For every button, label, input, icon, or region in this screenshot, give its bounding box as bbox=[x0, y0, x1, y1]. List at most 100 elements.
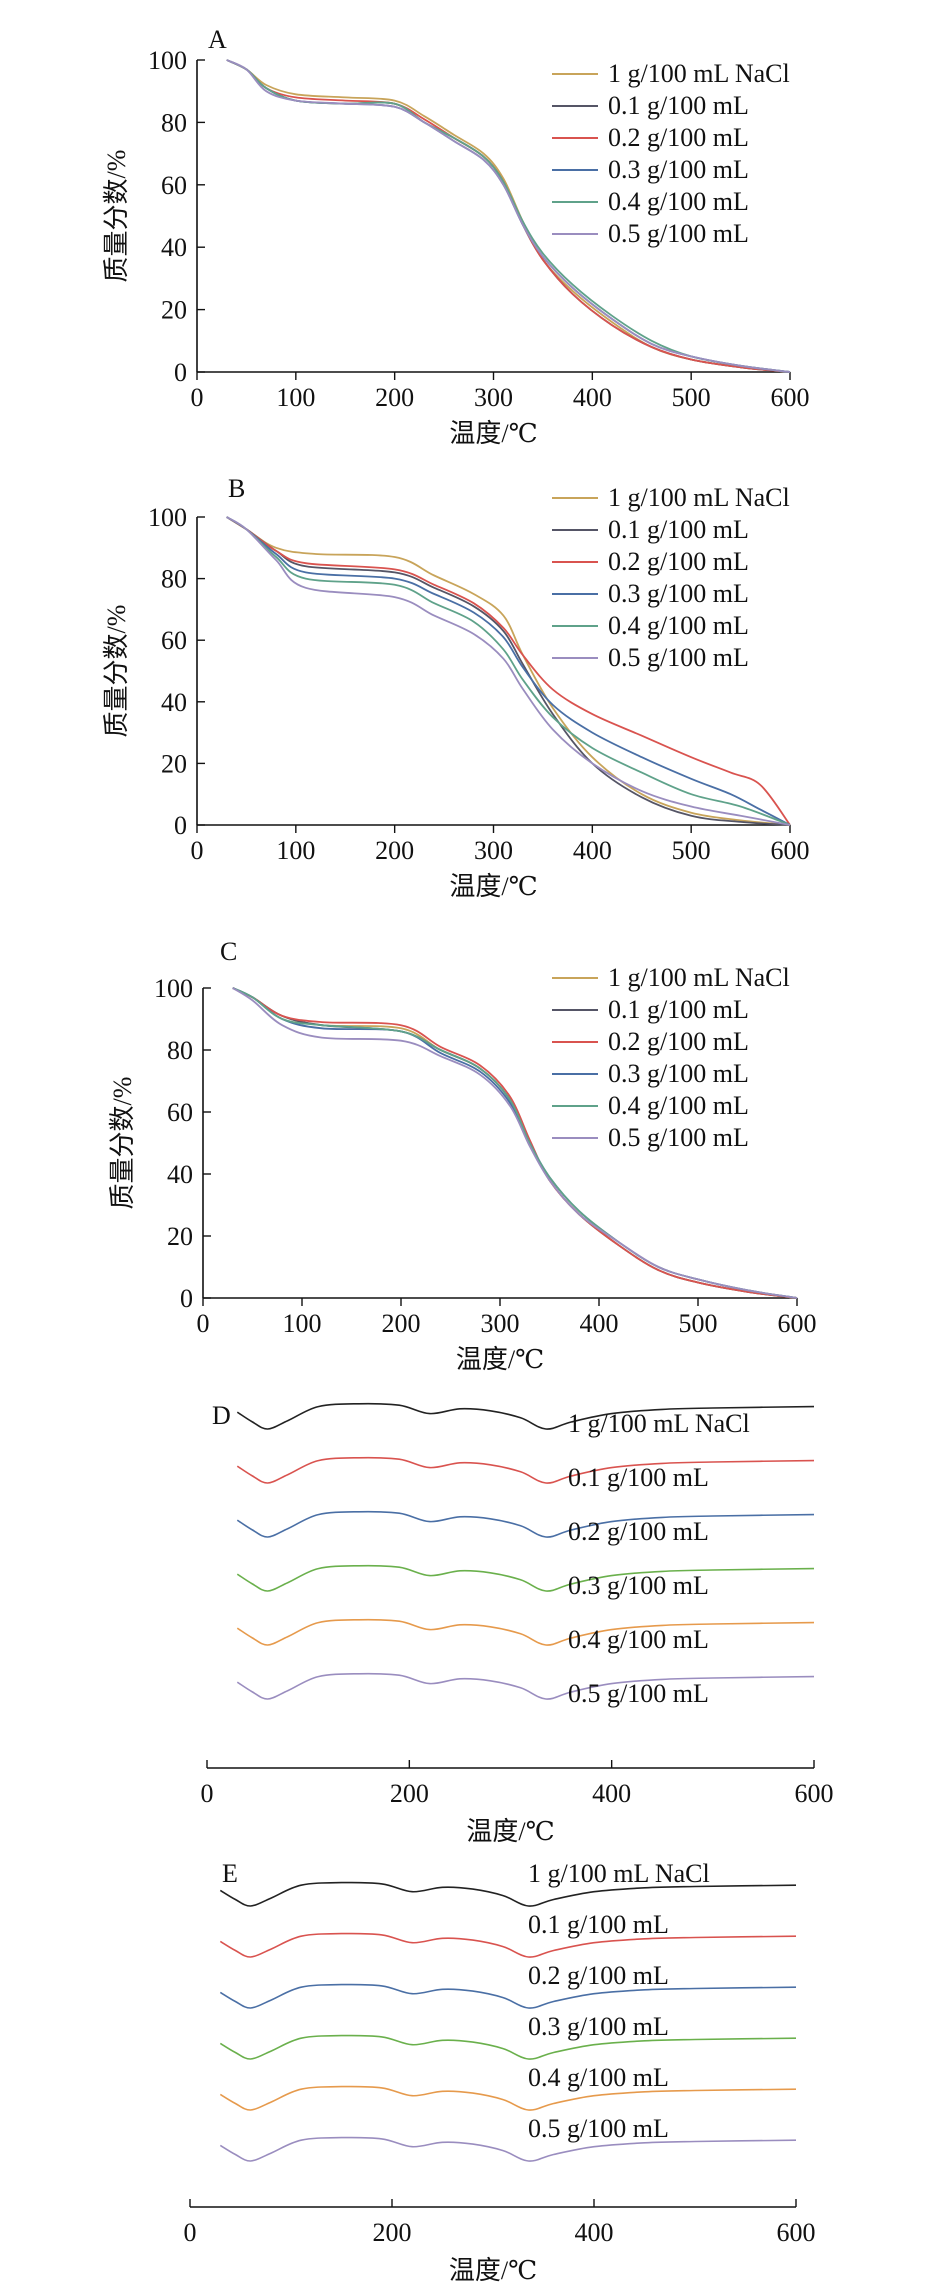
y-tick-label: 20 bbox=[161, 296, 187, 325]
series-label: 0.4 g/100 mL bbox=[528, 2063, 669, 2092]
x-tick-label: 600 bbox=[777, 2218, 816, 2247]
x-tick-label: 200 bbox=[375, 836, 414, 865]
series-line bbox=[226, 516, 791, 826]
legend-label: 0.3 g/100 mL bbox=[608, 155, 749, 184]
x-tick-label: 0 bbox=[201, 1779, 214, 1808]
y-tick-label: 80 bbox=[161, 565, 187, 594]
y-tick-label: 40 bbox=[167, 1160, 193, 1189]
panel-letter: E bbox=[222, 1859, 238, 1888]
x-tick-label: 300 bbox=[474, 383, 513, 412]
legend-label: 1 g/100 mL NaCl bbox=[608, 963, 790, 992]
series-line bbox=[236, 1456, 815, 1484]
y-tick-label: 100 bbox=[154, 974, 193, 1003]
x-tick-label: 100 bbox=[276, 836, 315, 865]
legend-label: 0.5 g/100 mL bbox=[608, 219, 749, 248]
series-line bbox=[219, 2136, 797, 2162]
legend-label: 0.3 g/100 mL bbox=[608, 1059, 749, 1088]
series-label: 0.1 g/100 mL bbox=[568, 1463, 709, 1492]
legend-label: 0.4 g/100 mL bbox=[608, 611, 749, 640]
x-tick-label: 500 bbox=[672, 836, 711, 865]
y-tick-label: 40 bbox=[161, 233, 187, 262]
series-label: 0.3 g/100 mL bbox=[568, 1571, 709, 1600]
legend-label: 0.1 g/100 mL bbox=[608, 995, 749, 1024]
panel-letter: C bbox=[220, 937, 237, 966]
panel-letter: D bbox=[212, 1401, 231, 1430]
x-tick-label: 0 bbox=[197, 1309, 210, 1338]
x-tick-label: 300 bbox=[481, 1309, 520, 1338]
y-tick-label: 40 bbox=[161, 688, 187, 717]
x-tick-label: 100 bbox=[283, 1309, 322, 1338]
series-label: 1 g/100 mL NaCl bbox=[528, 1859, 710, 1888]
series-line bbox=[236, 1510, 815, 1538]
series-line bbox=[232, 987, 798, 1299]
y-tick-label: 60 bbox=[167, 1098, 193, 1127]
y-tick-label: 0 bbox=[180, 1284, 193, 1313]
series-label: 0.5 g/100 mL bbox=[568, 1679, 709, 1708]
x-tick-label: 100 bbox=[276, 383, 315, 412]
legend-label: 0.2 g/100 mL bbox=[608, 547, 749, 576]
y-axis-label: 质量分数/% bbox=[102, 150, 131, 283]
legend-label: 0.1 g/100 mL bbox=[608, 515, 749, 544]
series-line bbox=[236, 1564, 815, 1592]
x-tick-label: 600 bbox=[778, 1309, 817, 1338]
y-axis-label: 质量分数/% bbox=[102, 605, 131, 738]
panel-b: B 0 20 40 60 80 100 0 100 200 300 400 500 600 温度/℃ 质量分数… bbox=[102, 474, 810, 901]
x-tick-label: 0 bbox=[191, 836, 204, 865]
series-line bbox=[226, 59, 791, 373]
x-tick-label: 400 bbox=[573, 836, 612, 865]
y-tick-label: 0 bbox=[174, 358, 187, 387]
panel-letter: B bbox=[228, 474, 245, 503]
series-line bbox=[226, 516, 791, 826]
x-tick-label: 400 bbox=[573, 383, 612, 412]
x-tick-label: 400 bbox=[575, 2218, 614, 2247]
y-tick-label: 100 bbox=[148, 503, 187, 532]
series-line bbox=[232, 987, 798, 1299]
series-label: 0.5 g/100 mL bbox=[528, 2114, 669, 2143]
y-tick-label: 20 bbox=[161, 749, 187, 778]
y-tick-label: 60 bbox=[161, 626, 187, 655]
series-line bbox=[226, 516, 791, 826]
y-axis-label: 质量分数/% bbox=[108, 1077, 137, 1210]
series-line bbox=[236, 1618, 815, 1646]
y-tick-label: 60 bbox=[161, 171, 187, 200]
x-tick-label: 400 bbox=[592, 1779, 631, 1808]
series-line bbox=[236, 1672, 815, 1700]
legend-label: 0.2 g/100 mL bbox=[608, 1027, 749, 1056]
x-axis-label: 温度/℃ bbox=[449, 872, 537, 901]
series-label: 0.3 g/100 mL bbox=[528, 2012, 669, 2041]
series-line bbox=[236, 1402, 815, 1430]
panel-letter: A bbox=[208, 25, 227, 54]
series-line bbox=[219, 1881, 797, 1907]
x-tick-label: 500 bbox=[672, 383, 711, 412]
x-axis-label: 温度/℃ bbox=[466, 1817, 554, 1846]
x-tick-label: 600 bbox=[771, 383, 810, 412]
x-axis-label: 温度/℃ bbox=[456, 1345, 544, 1374]
panel-c: C 0 20 40 60 80 100 0 100 200 300 400 500 600 温度/℃ 质量分数… bbox=[108, 937, 817, 1374]
y-tick-label: 80 bbox=[161, 108, 187, 137]
series-label: 1 g/100 mL NaCl bbox=[568, 1409, 750, 1438]
series-label: 0.2 g/100 mL bbox=[568, 1517, 709, 1546]
legend-label: 0.3 g/100 mL bbox=[608, 579, 749, 608]
x-tick-label: 0 bbox=[191, 383, 204, 412]
x-tick-label: 200 bbox=[373, 2218, 412, 2247]
x-tick-label: 200 bbox=[382, 1309, 421, 1338]
series-line bbox=[226, 516, 791, 826]
y-tick-label: 0 bbox=[174, 811, 187, 840]
x-axis-label: 温度/℃ bbox=[449, 419, 537, 448]
legend-label: 0.5 g/100 mL bbox=[608, 1123, 749, 1152]
panel-a: A 0 20 40 60 80 100 0 100 200 300 400 500 600 温度/℃ 质量分数… bbox=[102, 25, 810, 448]
panel-e: E 0 200 400 600 温度/℃ 1 g/100 mL NaCl 0.1 g/100 … bbox=[184, 1859, 816, 2283]
x-tick-label: 600 bbox=[771, 836, 810, 865]
legend-label: 0.4 g/100 mL bbox=[608, 187, 749, 216]
legend-label: 1 g/100 mL NaCl bbox=[608, 483, 790, 512]
x-tick-label: 400 bbox=[580, 1309, 619, 1338]
legend-label: 0.5 g/100 mL bbox=[608, 643, 749, 672]
legend-label: 0.1 g/100 mL bbox=[608, 91, 749, 120]
series-label: 0.4 g/100 mL bbox=[568, 1625, 709, 1654]
series-label: 0.1 g/100 mL bbox=[528, 1910, 669, 1939]
x-tick-label: 0 bbox=[184, 2218, 197, 2247]
series-line bbox=[219, 1983, 797, 2009]
series-line bbox=[219, 1932, 797, 1958]
x-tick-label: 500 bbox=[679, 1309, 718, 1338]
